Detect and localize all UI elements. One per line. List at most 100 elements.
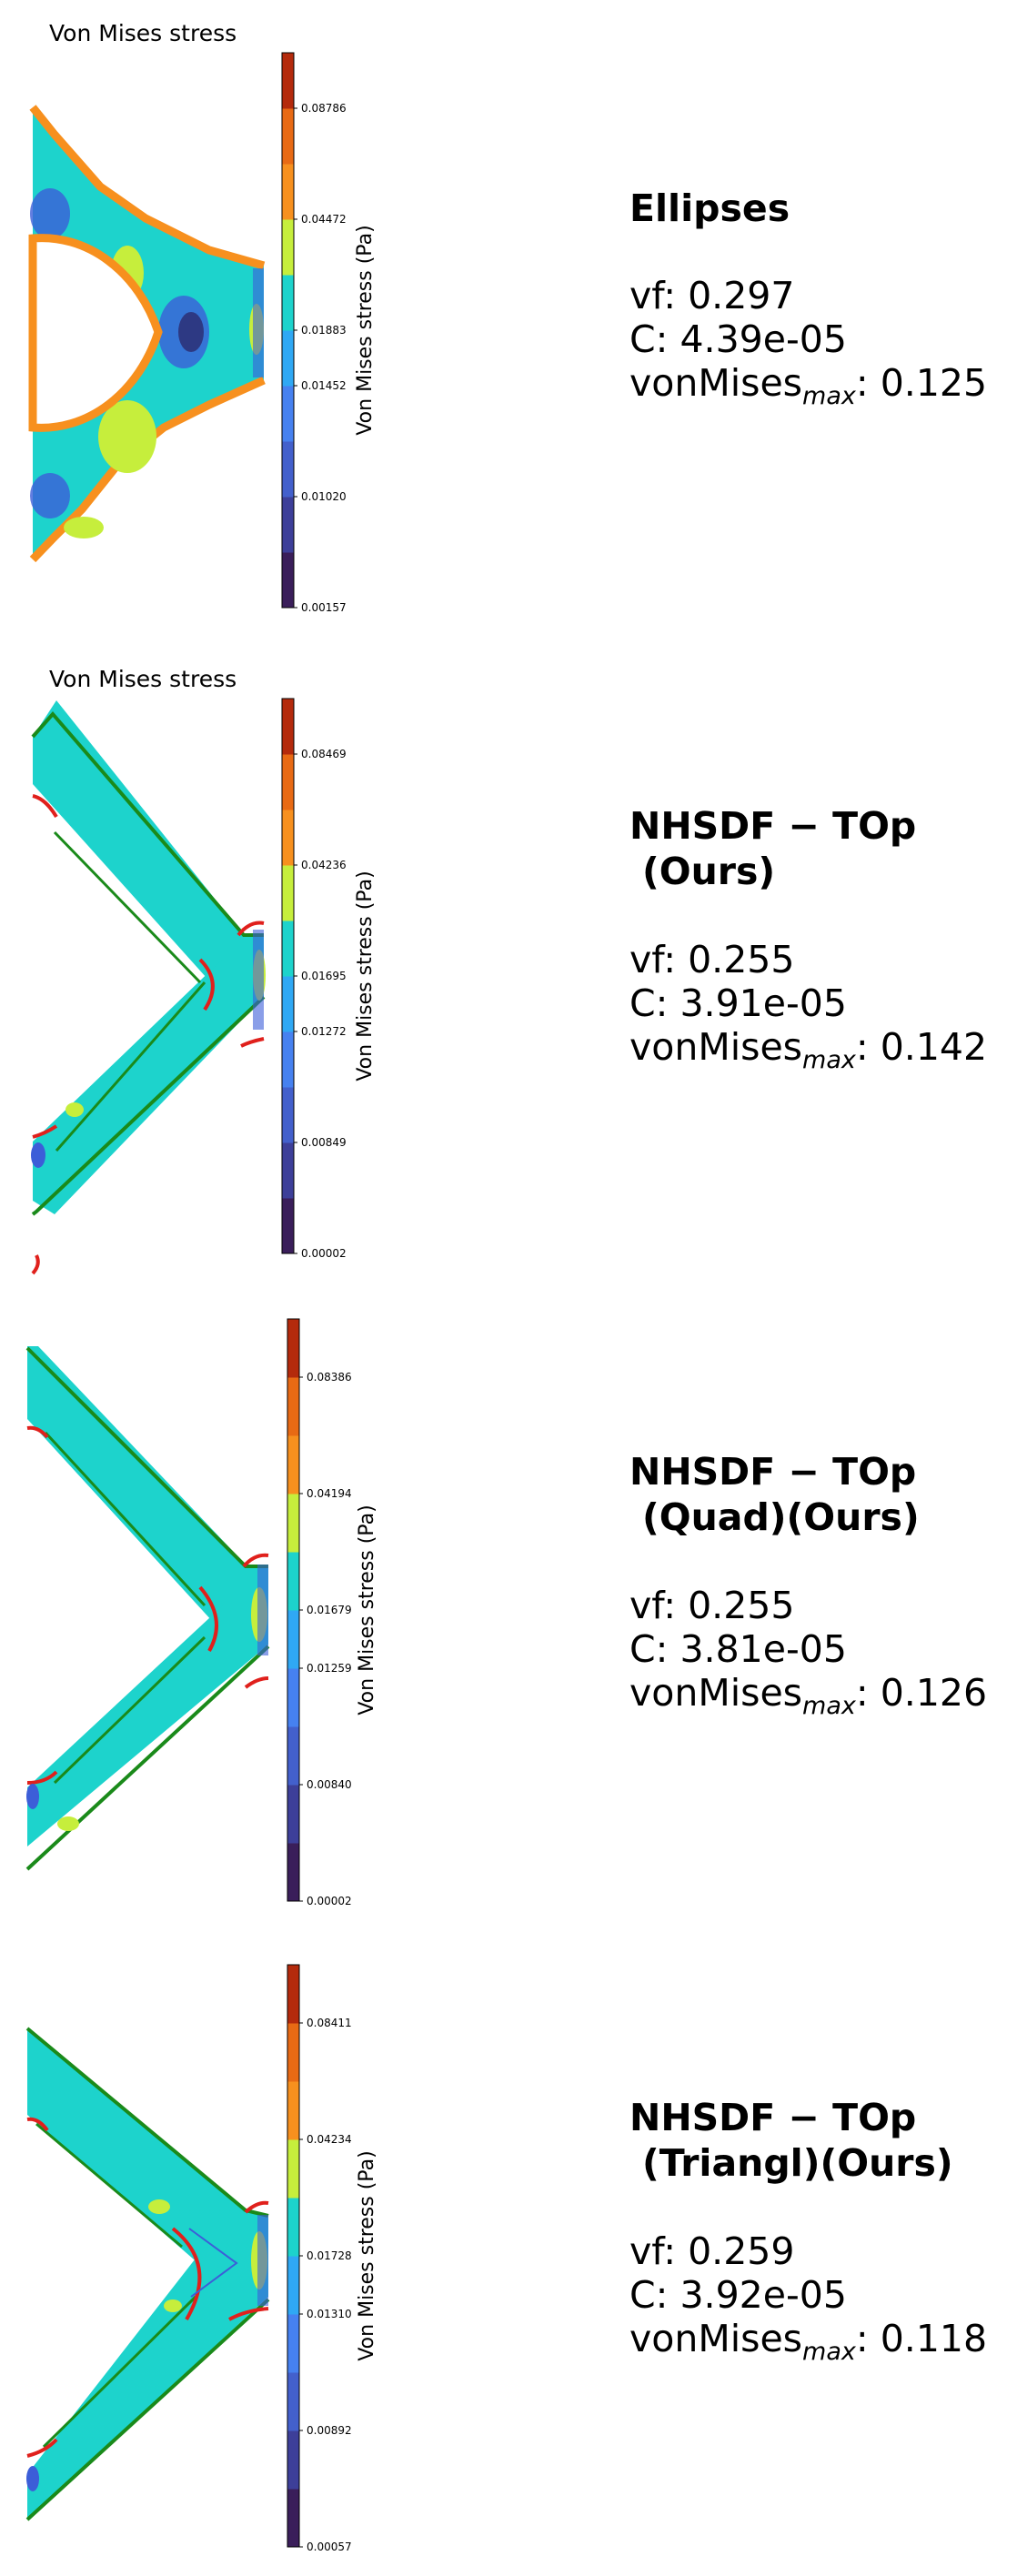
red-boundary-corner (32, 1124, 58, 1139)
low-stress-blob (30, 188, 70, 239)
von-mises-max-subscript: max (802, 382, 856, 410)
colorbar-tick-label: 0.01020 (301, 490, 347, 503)
colorbar-segment (287, 2430, 299, 2490)
stress-plot-nhsdf-top-quad: 0.00002 0.00840 0.01259 0.01679 0.04194 0.083… (25, 1318, 378, 1907)
red-boundary-corner (31, 1254, 40, 1275)
right-edge-strip (257, 1565, 268, 1655)
panel-nhsdf-top-ours: Von Mises stress 0.00002 0.00849 0.01272 0.… (0, 646, 1027, 1283)
colorbar-tick-label: 0.08469 (301, 748, 347, 760)
right-edge-strip (257, 2215, 268, 2306)
lower-beam (27, 2247, 268, 2520)
high-stress-blob (98, 400, 156, 473)
volume-fraction: vf: 0.255 (629, 1584, 795, 1627)
colorbar-label: Von Mises stress (Pa) (356, 1504, 378, 1715)
colorbar-segment (282, 754, 294, 810)
low-stress-blob (31, 1142, 45, 1168)
colorbar-tick-label: 0.04472 (301, 213, 347, 226)
panel-nhsdf-top-quad: 0.00002 0.00840 0.01259 0.01679 0.04194 0.083… (0, 1292, 1027, 1928)
method-name-line2: (Quad)(Ours) (642, 1495, 920, 1539)
method-name-line1: NHSDF − TOp (629, 1450, 917, 1494)
colorbar-tick-label: 0.04236 (301, 859, 347, 871)
metrics-block: Ellipses vf: 0.297 C: 4.39e-05 vonMisesm… (629, 186, 987, 408)
colorbar-segment (282, 1087, 294, 1143)
colorbar-segment (282, 219, 294, 276)
green-boundary-lower (31, 995, 266, 1216)
low-stress-blob (26, 1784, 39, 1809)
colorbar-segment (282, 1198, 294, 1254)
colorbar-segment (282, 441, 294, 498)
compliance: C: 3.91e-05 (629, 981, 847, 1025)
red-boundary-apex (198, 958, 215, 1011)
colorbar-tick-label: 0.01272 (301, 1025, 347, 1038)
red-boundary-corner (244, 2200, 269, 2214)
colorbar-tick-label: 0.08411 (307, 2017, 352, 2029)
red-boundary-corner (26, 2117, 49, 2132)
panel-nhsdf-top-triangl: 0.00057 0.00892 0.01310 0.01728 0.04234 0.084… (0, 1937, 1027, 2574)
high-stress-blob (64, 517, 104, 538)
lower-beam (33, 959, 264, 1214)
upper-beam (27, 1346, 268, 1633)
red-boundary-corner (26, 2438, 58, 2458)
colorbar: 0.00057 0.00892 0.01310 0.01728 0.04234 0.084… (287, 1964, 378, 2553)
von-mises-max: vonMisesmax: 0.125 (629, 361, 987, 408)
plot-title: Von Mises stress (49, 666, 237, 692)
colorbar-tick-label: 0.04194 (307, 1487, 352, 1500)
red-boundary-corner (240, 1037, 265, 1048)
volume-fraction: vf: 0.255 (629, 938, 795, 981)
colorbar-tick-label: 0.01452 (301, 379, 347, 392)
red-boundary-corner (26, 1425, 49, 1439)
colorbar-segment (287, 1494, 299, 1553)
method-name: Ellipses (629, 186, 790, 230)
colorbar-segment (282, 552, 294, 609)
von-mises-max-prefix: vonMises (629, 2317, 803, 2360)
volume-fraction: vf: 0.297 (629, 274, 795, 317)
high-stress-blob (57, 1816, 79, 1831)
metrics-block: NHSDF − TOp (Triangl)(Ours) vf: 0.259 C:… (629, 2095, 987, 2364)
colorbar-segment (287, 2198, 299, 2257)
red-boundary-corner (26, 1770, 58, 1785)
von-mises-max-subscript: max (802, 2338, 856, 2366)
colorbar-segment (282, 497, 294, 553)
colorbar-segment (287, 1726, 299, 1786)
colorbar-segment (287, 2139, 299, 2199)
von-mises-max: vonMisesmax: 0.118 (629, 2317, 987, 2364)
green-boundary-inner (44, 1431, 206, 1785)
method-name-line1: NHSDF − TOp (629, 2096, 917, 2139)
stress-plot-ellipses: 0.00157 0.01020 0.01452 0.01883 0.04472 0.087… (28, 52, 377, 614)
colorbar-tick-label: 0.01259 (307, 1662, 352, 1675)
colorbar-label: Von Mises stress (Pa) (354, 225, 377, 435)
colorbar: 0.00157 0.01020 0.01452 0.01883 0.04472 0.087… (281, 52, 377, 614)
method-name-line1: NHSDF − TOp (629, 804, 917, 848)
colorbar-tick-label: 0.00840 (307, 1778, 352, 1791)
colorbar-tick-label: 0.08786 (301, 102, 347, 115)
colorbar-tick-label: 0.01310 (307, 2308, 352, 2320)
colorbar-tick-label: 0.08386 (307, 1371, 352, 1384)
upper-beam (27, 2028, 268, 2265)
colorbar-segment (287, 1965, 299, 2024)
volume-fraction: vf: 0.259 (629, 2229, 795, 2273)
colorbar: 0.00002 0.00840 0.01259 0.01679 0.04194 0.083… (287, 1318, 378, 1907)
stress-field (25, 1346, 270, 1871)
colorbar-segment (282, 275, 294, 331)
colorbar-segment (287, 1843, 299, 1902)
von-mises-max-subscript: max (802, 1692, 856, 1720)
colorbar-label: Von Mises stress (Pa) (354, 870, 377, 1081)
red-boundary-corner (228, 2307, 269, 2321)
metrics-block: NHSDF − TOp (Ours) vf: 0.255 C: 3.91e-05… (629, 803, 987, 1072)
colorbar-segment (287, 1319, 299, 1378)
right-edge-strip (253, 930, 264, 1030)
upper-beam (33, 700, 264, 996)
von-mises-max-subscript: max (802, 1046, 856, 1074)
colorbar-segment (282, 386, 294, 442)
von-mises-max: vonMisesmax: 0.126 (629, 1671, 987, 1718)
colorbar-segment (282, 865, 294, 921)
low-stress-blob (30, 473, 70, 518)
colorbar-tick-label: 0.04234 (307, 2133, 352, 2146)
colorbar-segment (287, 1377, 299, 1436)
green-boundary-inner (35, 2122, 197, 2449)
colorbar-segment (287, 2372, 299, 2431)
red-boundary-apex (198, 1585, 218, 1652)
colorbar-tick-label: 0.00002 (307, 1895, 352, 1907)
colorbar-segment (287, 2256, 299, 2315)
colorbar-segment (282, 108, 294, 165)
